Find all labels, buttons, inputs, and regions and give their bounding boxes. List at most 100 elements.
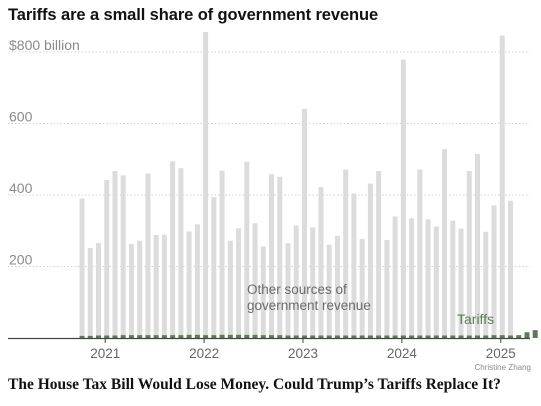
other-revenue-bar [269, 174, 275, 336]
tariff-bar [384, 335, 390, 338]
x-tick-label: 2021 [90, 346, 120, 361]
tariff-bar [466, 335, 472, 338]
other-revenue-bar [417, 169, 423, 336]
tariff-bar [269, 335, 275, 338]
other-revenue-bar [252, 223, 258, 335]
other-revenue-annotation: Other sources of government revenue [247, 282, 371, 313]
tariff-bar [433, 335, 439, 338]
other-revenue-bar [211, 197, 217, 336]
tariff-bar [532, 330, 538, 338]
x-tick-label: 2023 [288, 346, 318, 361]
tariff-bar [376, 335, 382, 338]
other-revenue-bar [120, 175, 126, 336]
tariff-bar [499, 335, 505, 338]
tariff-bar [120, 335, 126, 338]
tariff-bar [170, 335, 176, 338]
tariff-bar [351, 335, 357, 338]
tariff-bar [87, 335, 93, 338]
tariff-bar [236, 334, 242, 338]
other-revenue-bar [334, 235, 340, 336]
tariff-bar [359, 335, 365, 338]
other-revenue-bar [442, 149, 448, 336]
other-revenue-bar [104, 179, 110, 336]
tariff-bar [475, 335, 481, 338]
tariff-bar [425, 335, 431, 338]
x-tick-label: 2024 [387, 346, 418, 361]
other-revenue-bar [326, 244, 332, 336]
other-revenue-bar [219, 170, 225, 335]
other-revenue-bar [466, 171, 472, 336]
other-revenue-bar [409, 218, 415, 336]
other-revenue-bar [170, 161, 176, 336]
x-tick-label: 2025 [486, 346, 516, 361]
tariff-bar [128, 335, 134, 338]
tariff-bar [145, 335, 151, 338]
other-revenue-bar [475, 153, 481, 336]
y-tick-label: 200 [9, 252, 33, 268]
tariff-bar [318, 335, 324, 338]
other-revenue-bar [499, 35, 505, 336]
tariff-bar [219, 334, 225, 338]
tariff-bar [79, 335, 85, 338]
tariff-bar [417, 335, 423, 338]
tariff-bar [524, 332, 530, 338]
other-revenue-bars [79, 31, 513, 336]
tariff-bar [277, 335, 283, 338]
other-revenue-bar [145, 173, 151, 336]
y-tick-label: 600 [9, 109, 33, 125]
tariff-bar [507, 335, 513, 338]
tariff-bar [400, 335, 406, 338]
other-revenue-bar [260, 246, 266, 336]
other-revenue-bar [301, 108, 307, 336]
tariff-bar [516, 335, 522, 338]
other-revenue-bar [153, 235, 159, 336]
tariff-bar [285, 335, 291, 338]
other-revenue-bar [277, 176, 283, 336]
tariff-bar [491, 335, 497, 338]
tariff-bar [293, 335, 299, 338]
other-revenue-bar [161, 234, 167, 336]
y-tick-label: $800 billion [9, 37, 80, 53]
tariff-bar [95, 335, 101, 338]
article-headline: The House Tax Bill Would Lose Money. Cou… [8, 376, 501, 393]
other-revenue-bar [79, 198, 85, 336]
other-revenue-bar [367, 183, 373, 336]
other-revenue-bar [400, 59, 406, 336]
other-revenue-bar [293, 225, 299, 336]
tariff-bar [301, 335, 307, 338]
other-revenue-bar [483, 231, 489, 336]
tariff-bars [79, 330, 538, 338]
tariff-bar [104, 335, 110, 338]
other-revenue-bar [458, 228, 464, 336]
other-revenue-bar [178, 168, 184, 336]
tariff-bar [450, 335, 456, 338]
y-axis-tick-labels: $800 billion 600 400 200 [9, 37, 80, 268]
other-revenue-bar [310, 227, 316, 336]
tariff-bar [310, 335, 316, 338]
other-revenue-bar [227, 240, 233, 335]
tariff-bar [409, 335, 415, 338]
tariff-bar [367, 335, 373, 338]
tariff-bar [483, 335, 489, 338]
other-revenue-bar [244, 161, 250, 335]
tariff-bar [186, 334, 192, 338]
chart-credit: Christine Zhang [475, 363, 531, 372]
tariff-bar [194, 334, 200, 338]
other-revenue-bar [433, 226, 439, 336]
tariff-bar [252, 334, 258, 338]
other-revenue-bar [95, 242, 101, 336]
tariff-bar [178, 335, 184, 338]
other-revenue-bar [137, 240, 143, 336]
tariff-bar [326, 335, 332, 338]
tariff-bar [137, 335, 143, 338]
tariff-bar [343, 335, 349, 338]
other-revenue-bar [376, 171, 382, 336]
tariff-bar [334, 335, 340, 338]
tariff-bar [203, 335, 209, 338]
other-revenue-bar [194, 224, 200, 335]
other-revenue-bar [392, 216, 398, 336]
tariff-bar [211, 335, 217, 338]
other-revenue-bar [186, 231, 192, 335]
other-revenue-bar [343, 169, 349, 336]
